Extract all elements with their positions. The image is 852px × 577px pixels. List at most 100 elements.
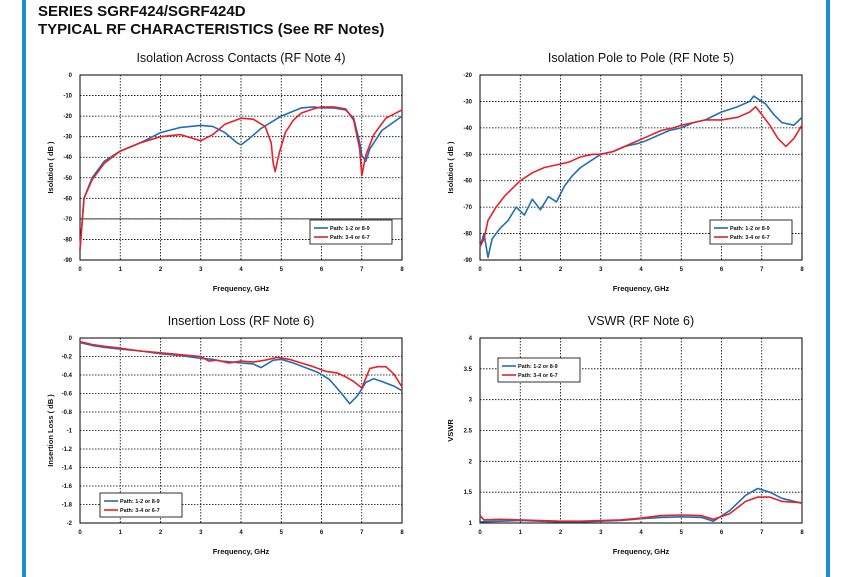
legend: Path: 1-2 or 8-9 Path: 3-4 or 6-7 <box>497 357 581 383</box>
legend-box <box>497 357 581 383</box>
x-tick-label: 1 <box>119 267 123 273</box>
chart-title: Isolation Pole to Pole (RF Note 5) <box>548 51 734 65</box>
x-tick-label: 2 <box>559 530 563 536</box>
x-tick-label: 1 <box>119 530 123 536</box>
y-tick-label: 0 <box>69 73 73 79</box>
y-axis-label: Isolation ( dB ) <box>446 141 455 194</box>
y-tick-label: -70 <box>463 205 472 211</box>
y-tick-label: 3.5 <box>464 367 473 373</box>
x-tick-label: 3 <box>599 530 603 536</box>
y-tick-label: -90 <box>463 258 472 264</box>
legend-label-2: Path: 3-4 or 6-7 <box>120 508 160 514</box>
x-tick-label: 4 <box>639 530 643 536</box>
x-tick-label: 2 <box>159 267 163 273</box>
right-accent-bar <box>826 0 830 577</box>
x-tick-label: 3 <box>199 267 203 273</box>
x-tick-label: 6 <box>320 267 324 273</box>
document-title: SERIES SGRF424/SGRF424D <box>38 3 246 20</box>
y-tick-label: -80 <box>463 232 472 238</box>
x-axis-label: Frequency, GHz <box>613 284 670 293</box>
y-tick-label: 3 <box>469 398 473 404</box>
x-tick-label: 1 <box>519 530 523 536</box>
y-tick-label: -1.2 <box>62 447 73 453</box>
x-tick-label: 4 <box>639 267 643 273</box>
chart-isolation-across-contacts: Isolation Across Contacts (RF Note 4) 0 1 2… <box>46 51 404 293</box>
y-tick-label: -70 <box>63 217 72 223</box>
legend-label-1: Path: 1-2 or 8-9 <box>730 226 770 232</box>
x-tick-label: 8 <box>800 267 804 273</box>
x-tick-label: 2 <box>159 530 163 536</box>
y-tick-label: -60 <box>63 196 72 202</box>
y-tick-label: -50 <box>463 152 472 158</box>
x-tick-label: 6 <box>720 530 724 536</box>
y-tick-label: -1.6 <box>62 484 73 490</box>
chart-isolation-pole-to-pole: Isolation Pole to Pole (RF Note 5) 0 1 2 3 4 5… <box>446 51 804 293</box>
legend-label-1: Path: 1-2 or 8-9 <box>120 499 160 505</box>
y-tick-label: -1.4 <box>62 466 73 472</box>
series-line-2 <box>79 340 403 389</box>
x-tick-label: 8 <box>400 267 404 273</box>
y-tick-label: 0 <box>69 336 73 342</box>
y-tick-label: -1.8 <box>62 503 73 509</box>
y-tick-label: -0.8 <box>62 410 73 416</box>
y-tick-label: -10 <box>63 94 72 100</box>
y-tick-label: 2 <box>469 459 473 465</box>
y-tick-label: -60 <box>463 179 472 185</box>
x-tick-label: 5 <box>280 267 284 273</box>
chart-vswr: VSWR (RF Note 6)0 1 2 3 4 5 6 7 843.532.521.51Fr… <box>446 314 804 556</box>
legend-label-2: Path: 3-4 or 6-7 <box>330 235 370 241</box>
document-subtitle: TYPICAL RF CHARACTERISTICS (See RF Notes… <box>38 21 385 38</box>
y-tick-label: -2 <box>67 521 73 527</box>
y-tick-label: -1 <box>67 429 73 435</box>
legend: Path: 1-2 or 8-9 Path: 3-4 or 6-7 <box>309 219 393 245</box>
chart-title: Insertion Loss (RF Note 6) <box>168 314 315 328</box>
left-accent-bar <box>22 0 26 577</box>
x-tick-label: 3 <box>599 267 603 273</box>
x-tick-label: 5 <box>680 530 684 536</box>
x-tick-label: 3 <box>199 530 203 536</box>
x-tick-label: 7 <box>760 530 764 536</box>
x-tick-label: 8 <box>400 530 404 536</box>
y-tick-label: 2.5 <box>464 429 473 435</box>
series-line-2 <box>479 496 803 522</box>
y-axis-label: Isolation ( dB ) <box>46 141 55 194</box>
x-tick-label: 7 <box>360 530 364 536</box>
x-tick-label: 4 <box>239 267 243 273</box>
x-tick-label: 7 <box>360 267 364 273</box>
x-tick-label: 0 <box>478 530 482 536</box>
chart-title: VSWR (RF Note 6) <box>588 314 694 328</box>
y-tick-label: -30 <box>63 135 72 141</box>
legend-label-1: Path: 1-2 or 8-9 <box>518 364 558 370</box>
x-tick-label: 1 <box>519 267 523 273</box>
legend: Path: 1-2 or 8-9 Path: 3-4 or 6-7 <box>709 219 793 245</box>
y-axis-label: VSWR <box>446 419 455 442</box>
y-tick-label: 4 <box>469 336 473 342</box>
x-tick-label: 0 <box>478 267 482 273</box>
series-line-2 <box>479 105 803 248</box>
legend-label-1: Path: 1-2 or 8-9 <box>330 226 370 232</box>
y-tick-label: -20 <box>463 73 472 79</box>
y-tick-label: -0.6 <box>62 392 73 398</box>
x-tick-label: 5 <box>280 530 284 536</box>
legend: Path: 1-2 or 8-9 Path: 3-4 or 6-7 <box>99 492 183 518</box>
y-tick-label: -50 <box>63 176 72 182</box>
x-axis-label: Frequency, GHz <box>213 284 270 293</box>
legend-label-2: Path: 3-4 or 6-7 <box>730 235 770 241</box>
chart-title: Isolation Across Contacts (RF Note 4) <box>136 51 345 65</box>
y-tick-label: -40 <box>63 155 72 161</box>
y-tick-label: -0.4 <box>62 373 73 379</box>
chart-insertion-loss: Insertion Loss (RF Note 6) 0 1 2 3 4 5 6 7 8 0 -0.2… <box>46 314 404 556</box>
legend-box <box>709 219 793 245</box>
y-tick-label: -80 <box>63 237 72 243</box>
y-tick-label: -0.2 <box>62 355 73 361</box>
series-line-2 <box>79 106 403 250</box>
legend-box <box>99 492 183 518</box>
x-tick-label: 8 <box>800 530 804 536</box>
x-axis-label: Frequency, GHz <box>213 547 270 556</box>
x-axis-label: Frequency, GHz <box>613 547 670 556</box>
x-tick-label: 6 <box>720 267 724 273</box>
y-tick-label: 1.5 <box>464 490 473 496</box>
legend-box <box>309 219 393 245</box>
y-tick-label: -20 <box>63 114 72 120</box>
y-tick-label: -90 <box>63 258 72 264</box>
